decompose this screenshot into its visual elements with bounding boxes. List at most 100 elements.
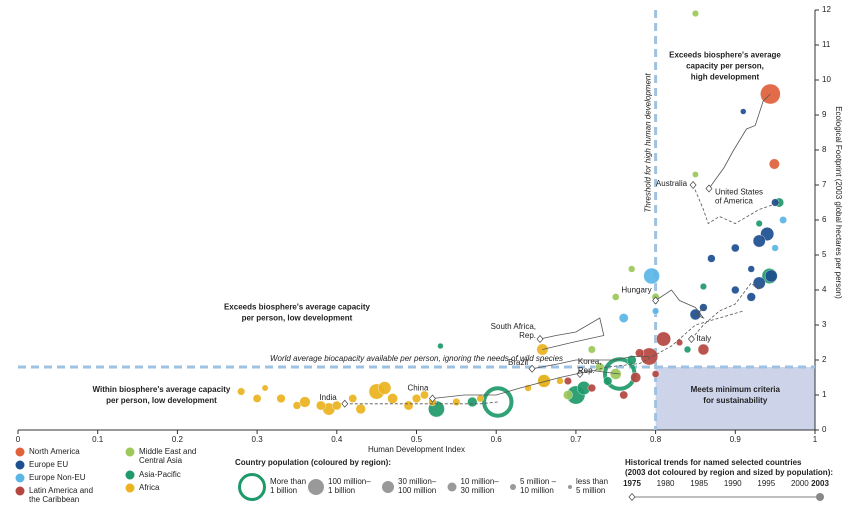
- trend-start: [705, 184, 713, 193]
- y-tick-label: 0: [822, 425, 827, 434]
- legend-label: Africa: [139, 483, 160, 492]
- trend-legend-end: [816, 493, 824, 501]
- quadrant-label: high development: [691, 73, 760, 82]
- y-tick-label: 1: [822, 390, 827, 399]
- bubble: [603, 376, 613, 386]
- trend-start: [528, 364, 536, 373]
- x-tick-label: 0.3: [252, 435, 264, 444]
- threshold-label: Threshold for high human development: [644, 73, 653, 213]
- bubble: [779, 216, 787, 224]
- population-legend-label: 5 million –: [520, 477, 557, 486]
- trend-country-label: Australia: [656, 179, 688, 188]
- trend-line: [432, 370, 620, 399]
- population-legend-label: 5 million: [576, 486, 605, 495]
- bubble: [764, 269, 778, 283]
- bubble: [740, 108, 747, 115]
- x-tick-label: 0.9: [730, 435, 742, 444]
- bubble: [355, 403, 366, 415]
- trend-start: [341, 399, 349, 408]
- bubble: [476, 394, 485, 403]
- bubble: [699, 303, 708, 312]
- x-tick-label: 0.2: [172, 435, 184, 444]
- trend-legend-title: (2003 dot coloured by region and sized b…: [625, 468, 833, 477]
- bubble: [619, 390, 629, 400]
- bubble: [237, 387, 246, 396]
- bubble: [261, 384, 269, 392]
- y-axis-label: Ecological Footprint (2003 global hectar…: [834, 106, 843, 299]
- y-tick-label: 10: [822, 75, 831, 84]
- bubble: [768, 158, 780, 170]
- population-legend-label: 10 million–: [461, 477, 500, 486]
- population-legend-symbol: [238, 473, 266, 501]
- trend-start: [689, 180, 697, 190]
- bubble: [692, 171, 699, 178]
- bubble: [691, 10, 699, 17]
- sustainability-zone: [655, 367, 815, 430]
- y-tick-label: 12: [822, 5, 831, 14]
- bubble: [332, 400, 342, 411]
- trend-country-label: of America: [715, 197, 753, 206]
- x-tick-label: 0: [16, 435, 21, 444]
- legend-swatch: [125, 470, 135, 480]
- bubble: [683, 345, 692, 354]
- quadrant-label: per person, low development: [242, 314, 353, 323]
- population-legend-symbol: [308, 479, 324, 495]
- trend-line: [532, 356, 650, 370]
- legend-label: the Caribbean: [29, 495, 79, 504]
- bubble: [292, 401, 302, 410]
- population-legend-label: 1 billion: [270, 486, 297, 495]
- bubble: [587, 383, 596, 393]
- x-tick-label: 0.4: [331, 435, 343, 444]
- bubble: [747, 265, 755, 273]
- quadrant-label: Exceeds biosphere's average capacity: [224, 303, 371, 312]
- population-legend-symbol: [447, 482, 457, 492]
- bubble: [752, 276, 766, 290]
- x-tick-label: 0.1: [92, 435, 104, 444]
- population-legend-label: 30 million: [461, 486, 495, 495]
- x-axis-label: Human Development Index: [368, 445, 465, 454]
- bubble: [537, 374, 551, 388]
- bubble: [348, 394, 358, 403]
- y-tick-label: 8: [822, 145, 827, 154]
- bubble: [563, 377, 572, 385]
- trend-legend-start: [628, 492, 636, 502]
- bubble: [420, 390, 429, 400]
- trend-line: [692, 184, 780, 225]
- population-legend-label: 100 million: [398, 486, 436, 495]
- bubble: [252, 394, 262, 403]
- bubble: [556, 377, 564, 385]
- population-legend-symbol: [382, 481, 394, 493]
- trend-legend-title: Historical trends for named selected cou…: [625, 458, 802, 467]
- x-tick-label: 0.8: [650, 435, 662, 444]
- population-legend-label: 1 billion: [328, 486, 355, 495]
- trend-line: [708, 93, 771, 189]
- quadrant-label: Within biosphere's average capacity: [93, 385, 231, 394]
- bubble: [630, 372, 641, 383]
- y-tick-label: 5: [822, 250, 827, 259]
- legend-label: North America: [29, 447, 80, 456]
- trend-start: [688, 334, 695, 344]
- bubble: [731, 243, 740, 253]
- y-tick-label: 4: [822, 285, 827, 294]
- trend-line: [579, 310, 744, 375]
- bubble: [697, 343, 710, 356]
- bubble: [707, 254, 716, 263]
- trend-country-label: Brazil: [508, 358, 528, 367]
- trend-year-label: 1990: [724, 479, 742, 488]
- bubble: [403, 400, 414, 411]
- trend-year-label: 1980: [657, 479, 675, 488]
- bubble: [699, 283, 707, 290]
- bubble: [587, 345, 596, 354]
- population-legend-label: More than: [270, 477, 306, 486]
- bubble: [482, 386, 514, 418]
- bubble: [377, 381, 392, 395]
- bubble: [618, 313, 629, 323]
- population-legend-symbol: [510, 484, 516, 490]
- trend-start: [536, 334, 544, 344]
- x-tick-label: 0.6: [491, 435, 503, 444]
- trend-year-label: 1975: [623, 479, 641, 488]
- legend-label: Europe EU: [29, 460, 68, 469]
- bubble: [411, 393, 422, 404]
